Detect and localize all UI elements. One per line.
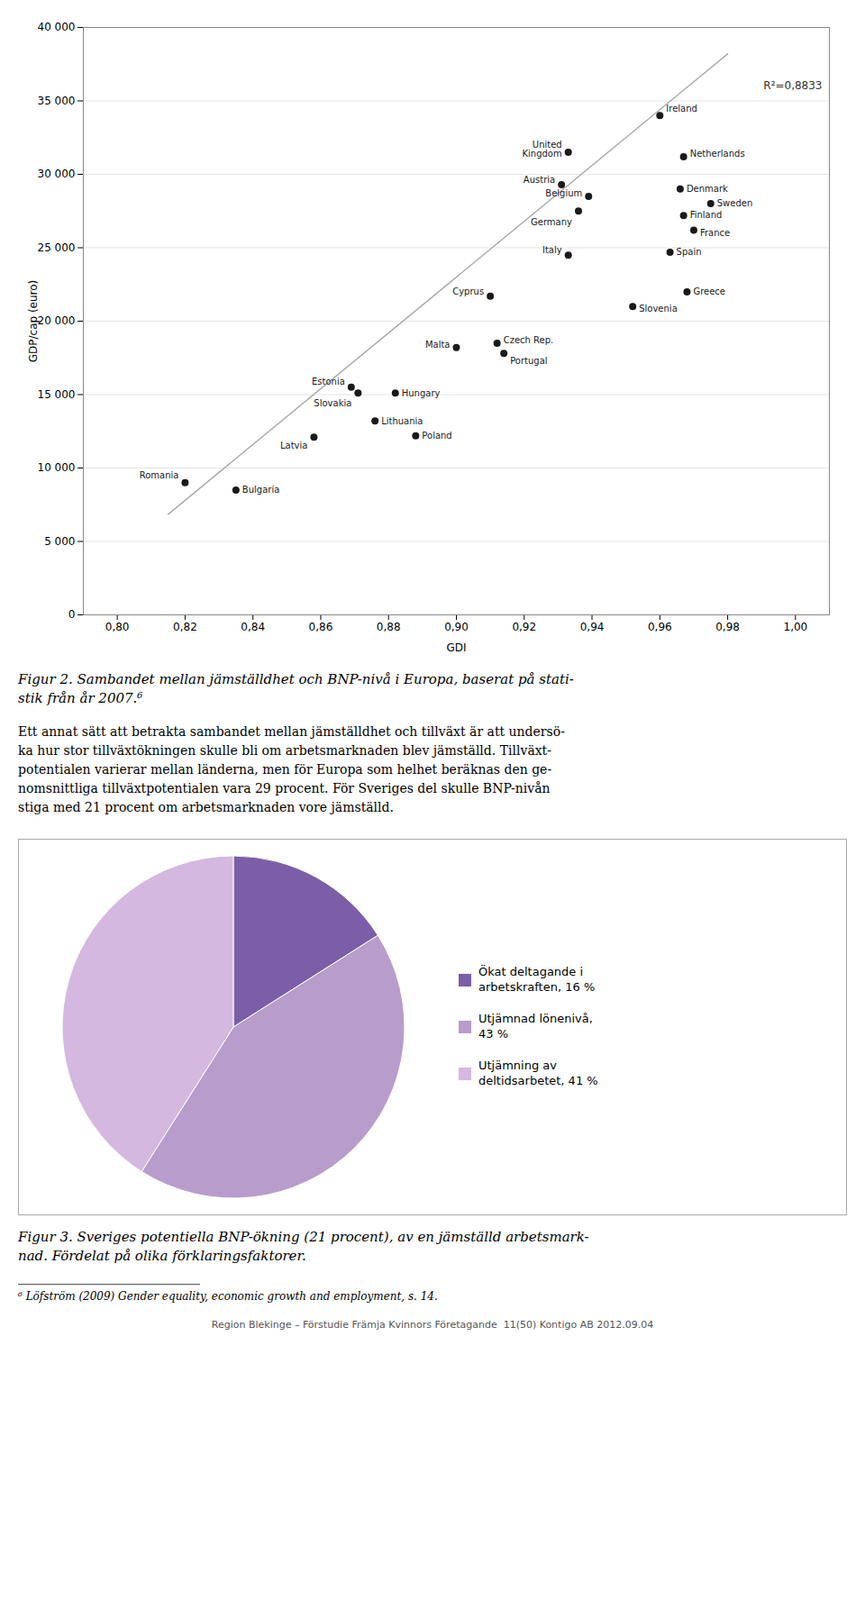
- svg-text:Belgium: Belgium: [545, 188, 583, 199]
- svg-text:Lithuania: Lithuania: [381, 416, 423, 427]
- svg-text:Romania: Romania: [139, 470, 180, 481]
- svg-text:1,00: 1,00: [783, 620, 809, 634]
- svg-text:0,94: 0,94: [580, 620, 605, 634]
- svg-text:0,88: 0,88: [376, 620, 401, 634]
- html-text:Figur 3. Sveriges potentiella: Figur 3. Sveriges potentiella BNP-ökning…: [18, 1229, 590, 1265]
- svg-text:Slovakia: Slovakia: [313, 398, 352, 409]
- svg-text:Slovenia: Slovenia: [638, 303, 678, 314]
- svg-text:R²=0,8833: R²=0,8833: [763, 79, 822, 92]
- svg-text:15 000: 15 000: [37, 388, 76, 401]
- svg-text:Latvia: Latvia: [280, 440, 308, 451]
- svg-text:Bulgaria: Bulgaria: [242, 484, 280, 495]
- html-text:⁶ Löfström (2009) Gender equal: ⁶ Löfström (2009) Gender equality, econo…: [18, 1290, 438, 1303]
- svg-text:France: France: [700, 227, 730, 238]
- svg-text:0,98: 0,98: [715, 620, 740, 634]
- svg-text:Italy: Italy: [542, 245, 563, 255]
- svg-text:0,86: 0,86: [309, 620, 334, 634]
- svg-text:5 000: 5 000: [44, 535, 75, 548]
- html-text:Utjämning av deltidsarbetet, 4: Utjämning av deltidsarbetet, 41 %: [478, 1058, 598, 1088]
- html-text:Ökat deltagande i arbetskrafte: Ökat deltagande i arbetskraften, 16 %: [478, 965, 595, 995]
- svg-text:Spain: Spain: [676, 246, 702, 257]
- svg-text:0,84: 0,84: [240, 620, 265, 634]
- svg-text:0: 0: [68, 608, 76, 621]
- svg-text:0,96: 0,96: [647, 620, 673, 634]
- svg-text:35 000: 35 000: [37, 94, 76, 108]
- svg-text:Austria: Austria: [523, 174, 556, 185]
- svg-text:40 000: 40 000: [37, 20, 76, 34]
- svg-text:Poland: Poland: [421, 430, 452, 441]
- svg-text:Hungary: Hungary: [401, 388, 441, 399]
- svg-text:0,90: 0,90: [444, 620, 469, 634]
- svg-text:Portugal: Portugal: [509, 355, 547, 366]
- svg-text:0,80: 0,80: [105, 620, 130, 634]
- svg-text:Greece: Greece: [692, 286, 726, 297]
- svg-text:20 000: 20 000: [37, 314, 76, 328]
- svg-text:Cyprus: Cyprus: [452, 286, 484, 297]
- svg-text:Finland: Finland: [690, 209, 723, 220]
- svg-text:UnitedKingdom: UnitedKingdom: [521, 139, 562, 159]
- svg-text:GDI: GDI: [446, 641, 466, 655]
- svg-text:30 000: 30 000: [37, 167, 76, 181]
- html-text:Utjämnad lönenivå, 43 %: Utjämnad lönenivå, 43 %: [478, 1011, 593, 1041]
- svg-text:Germany: Germany: [530, 217, 573, 228]
- svg-text:Sweden: Sweden: [717, 198, 754, 209]
- svg-text:0,82: 0,82: [173, 620, 198, 634]
- svg-text:10 000: 10 000: [37, 461, 76, 474]
- svg-text:Czech Rep.: Czech Rep.: [503, 335, 555, 346]
- html-text:Ett annat sätt att betrakta sa: Ett annat sätt att betrakta sambandet me…: [18, 724, 565, 815]
- svg-text:Malta: Malta: [425, 339, 451, 350]
- svg-text:Denmark: Denmark: [686, 183, 729, 194]
- svg-text:Netherlands: Netherlands: [690, 148, 746, 159]
- html-text:Figur 2. Sambandet mellan jäms: Figur 2. Sambandet mellan jämställdhet o…: [18, 671, 574, 707]
- svg-text:0,92: 0,92: [511, 620, 537, 634]
- svg-text:25 000: 25 000: [37, 241, 76, 255]
- svg-text:Estonia: Estonia: [311, 376, 346, 387]
- svg-text:Ireland: Ireland: [665, 103, 698, 114]
- html-text:Region Blekinge – Förstudie Fr: Region Blekinge – Förstudie Främja Kvinn…: [211, 1319, 654, 1331]
- svg-text:GDP/cap (euro): GDP/cap (euro): [27, 280, 40, 364]
